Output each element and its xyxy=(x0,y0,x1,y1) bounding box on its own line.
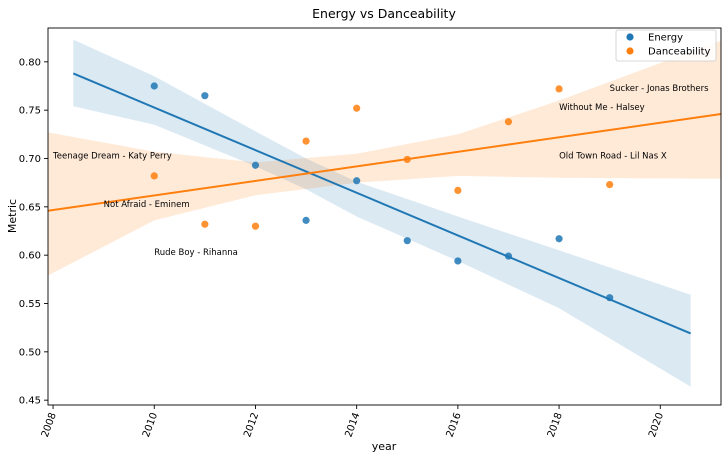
y-tick-label: 0.80 xyxy=(19,57,41,68)
x-axis-label: year xyxy=(372,440,397,453)
x-axis: 2008 2010 2012 2014 2016 2018 2020 xyxy=(40,405,666,439)
x-tick-label: 2014 xyxy=(343,411,362,439)
confidence-bands xyxy=(48,39,721,387)
point-energy xyxy=(606,294,614,302)
plot-frame xyxy=(47,27,722,406)
point-danceability xyxy=(606,181,614,189)
regression-lines xyxy=(47,72,722,335)
confidence-band-energy xyxy=(73,39,691,387)
y-tick-label: 0.70 xyxy=(19,154,41,165)
x-tick-label: 2010 xyxy=(141,411,160,439)
legend-marker-energy xyxy=(626,33,634,41)
point-energy xyxy=(302,216,310,224)
y-tick-label: 0.60 xyxy=(19,251,41,262)
point-danceability xyxy=(201,220,209,228)
x-tick-label: 2012 xyxy=(242,411,261,439)
point-energy xyxy=(150,82,158,90)
point-danceability xyxy=(555,85,563,93)
x-tick-label: 2008 xyxy=(40,411,59,439)
regression-line-danceability xyxy=(47,113,722,212)
annotation-label: Old Town Road - Lil Nas X xyxy=(559,152,667,162)
legend-marker-danceability xyxy=(626,47,634,55)
scatter-points xyxy=(150,82,614,302)
point-danceability xyxy=(251,222,260,230)
point-energy xyxy=(251,161,260,169)
legend-box xyxy=(615,29,717,62)
annotations: Teenage Dream - Katy Perry Not Afraid - E… xyxy=(52,84,709,258)
legend-label-danceability: Danceability xyxy=(648,47,711,58)
point-danceability xyxy=(403,155,411,164)
regression-line-energy xyxy=(72,72,692,335)
point-danceability xyxy=(504,118,513,126)
annotation-label: Rude Boy - Rihanna xyxy=(154,248,238,258)
y-tick-label: 0.45 xyxy=(19,396,41,407)
legend: Energy Danceability xyxy=(615,29,717,62)
confidence-band-danceability xyxy=(48,40,721,276)
y-tick-label: 0.65 xyxy=(19,202,41,213)
y-axis-label: Metric xyxy=(6,199,19,233)
annotation-label: Teenage Dream - Katy Perry xyxy=(52,152,172,162)
point-energy xyxy=(555,235,563,243)
legend-label-energy: Energy xyxy=(648,33,683,44)
point-danceability xyxy=(454,186,462,194)
point-energy xyxy=(403,237,411,245)
y-tick-label: 0.75 xyxy=(19,106,41,117)
point-danceability xyxy=(150,172,158,180)
point-danceability xyxy=(353,104,361,112)
y-axis: 0.45 0.50 0.55 0.60 0.65 0.70 0.75 0.80 xyxy=(19,57,48,407)
point-energy xyxy=(353,177,361,185)
y-tick-label: 0.50 xyxy=(19,347,41,358)
point-energy xyxy=(201,92,209,100)
annotation-label: Sucker - Jonas Brothers xyxy=(610,84,709,94)
annotation-label: Without Me - Halsey xyxy=(559,103,645,113)
chart-title: Energy vs Danceability xyxy=(312,6,456,21)
x-tick-label: 2018 xyxy=(546,411,565,439)
y-tick-label: 0.55 xyxy=(19,299,41,310)
x-tick-label: 2020 xyxy=(647,411,666,439)
point-energy xyxy=(504,252,513,260)
annotation-label: Not Afraid - Eminem xyxy=(104,200,190,210)
point-energy xyxy=(454,257,462,265)
point-danceability xyxy=(302,137,310,145)
x-tick-label: 2016 xyxy=(445,411,464,439)
